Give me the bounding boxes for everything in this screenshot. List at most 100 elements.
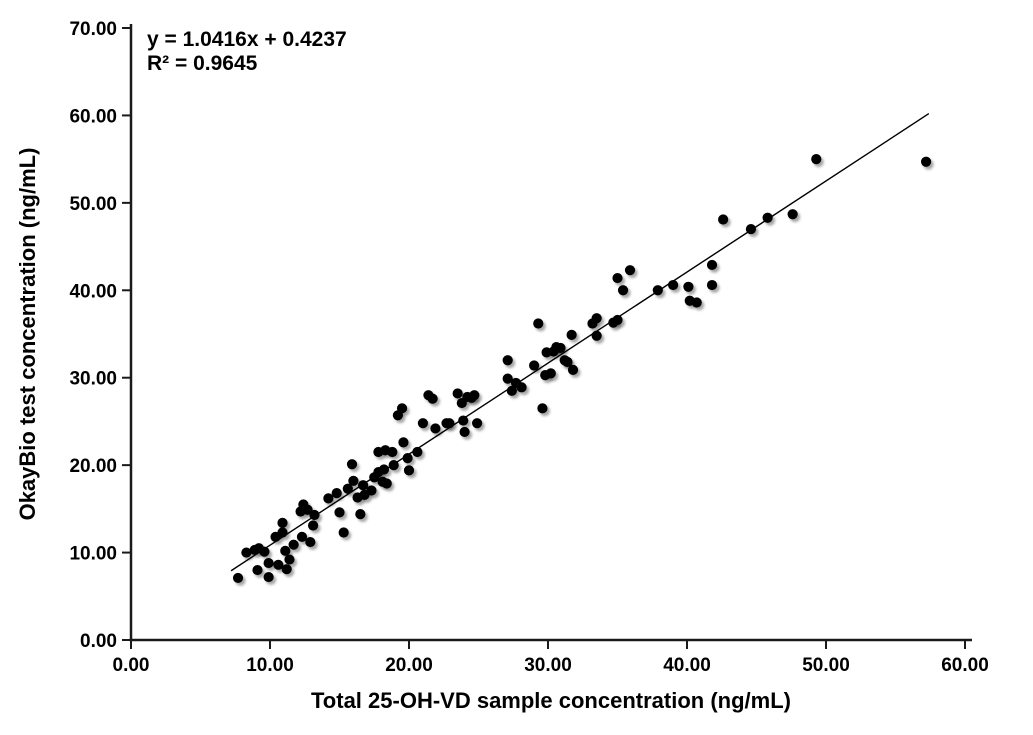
data-point (402, 453, 413, 464)
y-tick-label: 70.00 (69, 19, 117, 40)
data-point (668, 279, 679, 291)
data-point (296, 531, 308, 542)
data-point (706, 279, 718, 291)
regression-line (230, 112, 930, 572)
axes (122, 24, 972, 649)
data-point (566, 329, 577, 340)
data-point (346, 459, 358, 470)
data-point (358, 480, 369, 491)
y-tick-label: 50.00 (69, 194, 117, 215)
data-point (533, 318, 544, 329)
trendline (230, 112, 930, 572)
data-point (334, 507, 345, 518)
data-point (338, 527, 349, 538)
r-squared-label: R² = 0.9645 (147, 52, 258, 75)
data-point (529, 360, 540, 371)
data-point (683, 281, 694, 292)
data-point (378, 464, 390, 475)
data-points (232, 154, 932, 584)
data-point (417, 418, 428, 429)
data-point (348, 475, 359, 486)
data-point (706, 259, 718, 271)
data-point (259, 546, 270, 557)
trendline-annotation: y = 1.0416x + 0.4237 R² = 0.9645 (147, 28, 347, 76)
data-point (331, 488, 342, 499)
data-point (537, 403, 548, 414)
data-point (555, 342, 566, 354)
y-tick-label: 60.00 (69, 106, 117, 127)
data-point (502, 355, 513, 366)
data-point (591, 330, 602, 341)
y-tick-label: 20.00 (69, 456, 117, 477)
data-point (252, 564, 263, 576)
x-tick-label: 0.00 (113, 655, 150, 676)
x-tick-label: 50.00 (802, 655, 850, 676)
data-point (652, 285, 663, 296)
data-point (412, 446, 423, 458)
data-point (342, 483, 353, 494)
data-point (444, 418, 455, 429)
data-point (718, 214, 729, 225)
trendline-equation: y = 1.0416x + 0.4237 (147, 28, 347, 51)
data-point (273, 559, 284, 570)
data-point (398, 437, 409, 448)
data-point (458, 415, 469, 426)
data-point (617, 285, 629, 296)
y-tick-label: 10.00 (69, 544, 117, 565)
data-point (284, 554, 295, 565)
data-point (305, 536, 316, 548)
data-point (307, 520, 319, 531)
x-tick-label: 30.00 (524, 655, 572, 676)
data-point (787, 209, 798, 220)
data-point (281, 564, 292, 575)
data-point (388, 460, 399, 471)
data-point (309, 509, 320, 521)
x-tick-label: 60.00 (941, 655, 989, 676)
data-point (396, 403, 408, 414)
data-point (277, 517, 288, 528)
data-point (762, 212, 773, 223)
data-point (612, 272, 623, 284)
x-tick-label: 20.00 (385, 655, 433, 676)
data-point (502, 373, 513, 384)
data-point (452, 388, 463, 399)
data-point (323, 493, 334, 504)
data-point (591, 313, 602, 324)
data-point (745, 223, 757, 235)
data-point (263, 571, 274, 583)
data-point (506, 385, 517, 396)
data-point (545, 368, 556, 379)
data-point (288, 539, 299, 550)
data-point (562, 356, 573, 368)
data-point (241, 547, 252, 558)
data-point (624, 265, 636, 276)
data-point (387, 446, 398, 458)
data-point (280, 545, 291, 556)
y-tick-label: 30.00 (69, 369, 117, 390)
data-point (516, 382, 527, 393)
x-tick-label: 10.00 (246, 655, 294, 676)
data-point (263, 557, 274, 569)
data-point (381, 478, 392, 489)
data-point (430, 423, 441, 434)
data-point (277, 527, 288, 538)
data-point (366, 485, 377, 496)
data-point (811, 154, 822, 165)
data-point (920, 156, 932, 167)
data-point (427, 393, 438, 404)
data-point (459, 426, 470, 438)
y-axis-title: OkayBio test concentration (ng/mL) (15, 147, 40, 521)
y-tick-label: 40.00 (69, 281, 117, 302)
data-point (567, 364, 579, 375)
data-point (691, 297, 702, 308)
data-point (355, 509, 366, 520)
x-tick-label: 40.00 (663, 655, 711, 676)
data-point (612, 314, 623, 326)
data-point (469, 390, 480, 401)
data-point (403, 465, 415, 476)
data-point (232, 572, 244, 584)
data-point (302, 504, 313, 515)
x-axis-title: Total 25-OH-VD sample concentration (ng/… (311, 688, 791, 713)
